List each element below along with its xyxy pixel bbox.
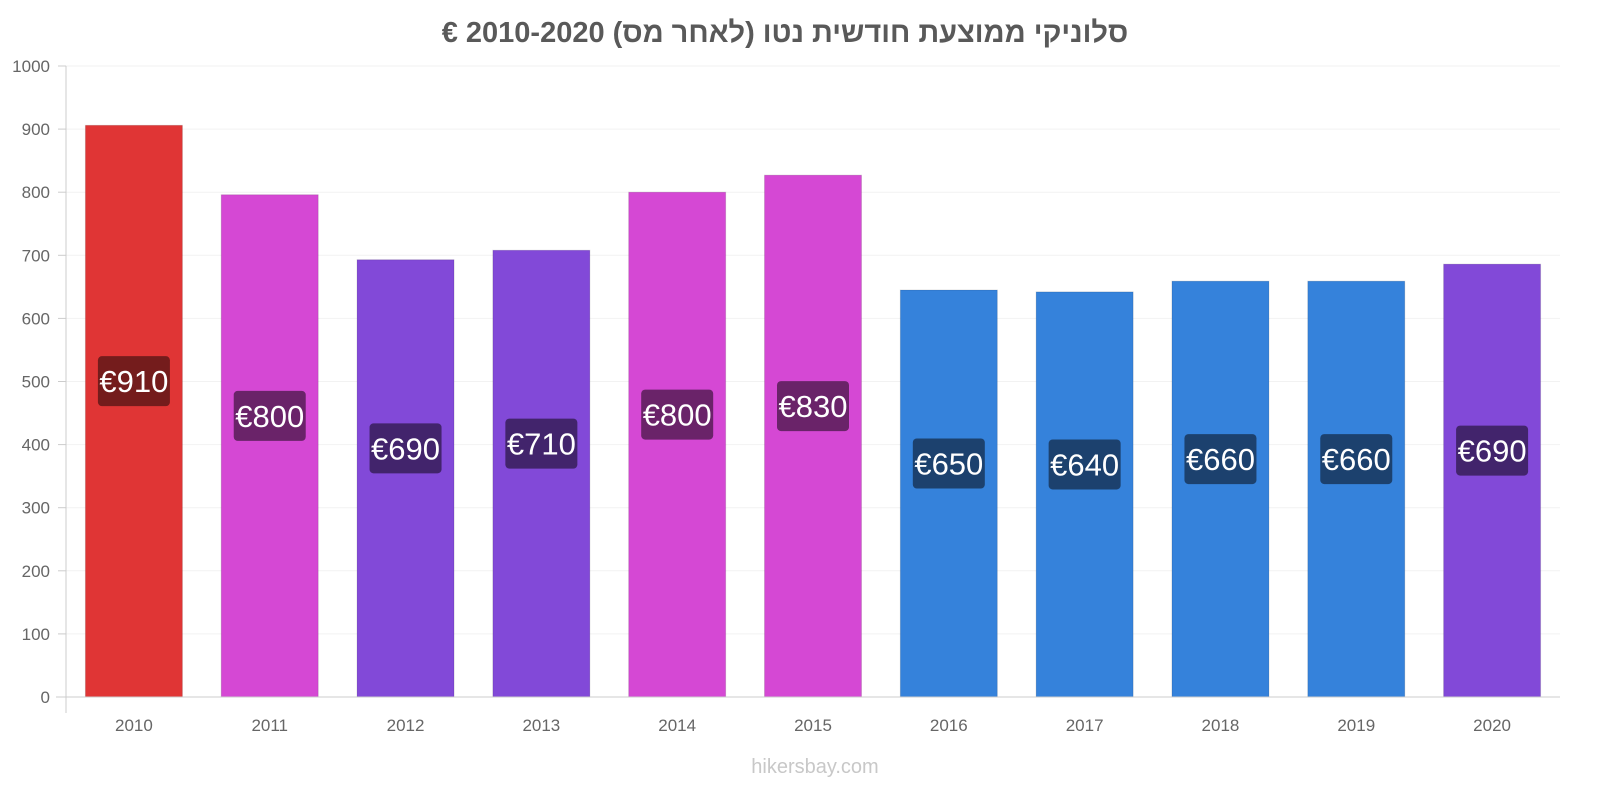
y-tick-label: 800: [22, 183, 50, 202]
data-label-bg: [97, 356, 170, 407]
bar-2013: [492, 249, 591, 698]
bar-2015: [764, 174, 862, 698]
bar-2018: [1171, 280, 1270, 698]
data-label-bg: [641, 389, 714, 440]
data-label: €830: [779, 389, 848, 424]
y-tick-label: 100: [22, 625, 50, 644]
bar-2017: [1035, 291, 1134, 698]
data-label-bg: [505, 418, 578, 469]
y-tick-label: 600: [22, 309, 50, 328]
bar-2012: [356, 259, 455, 698]
y-tick-label: 200: [22, 562, 50, 581]
data-label-bg: [1456, 425, 1529, 476]
y-tick-label: 1000: [12, 57, 50, 76]
data-label-bg: [369, 423, 442, 474]
data-label: €690: [371, 431, 440, 466]
x-tick-label: 2017: [1066, 716, 1104, 735]
y-tick-label: 700: [22, 246, 50, 265]
x-tick-label: 2016: [930, 716, 968, 735]
data-label-bg: [912, 438, 985, 489]
x-tick-label: 2013: [522, 716, 560, 735]
x-tick-label: 2015: [794, 716, 832, 735]
y-tick-label: 300: [22, 499, 50, 518]
data-label-bg: [777, 381, 849, 432]
y-tick-label: 400: [22, 436, 50, 455]
y-tick-label: 0: [41, 688, 50, 707]
bar-2010: [84, 124, 183, 698]
y-tick-label: 500: [22, 373, 50, 392]
x-tick-label: 2018: [1202, 716, 1240, 735]
data-label: €800: [643, 398, 712, 433]
data-label: €800: [235, 399, 304, 434]
data-label: €660: [1186, 442, 1255, 477]
data-label: €910: [99, 364, 168, 399]
bar-2019: [1307, 280, 1406, 698]
y-tick-label: 900: [22, 120, 50, 139]
data-label: €690: [1458, 434, 1527, 469]
x-tick-label: 2019: [1337, 716, 1375, 735]
data-label: €710: [507, 427, 576, 462]
data-label-bg: [1048, 439, 1121, 490]
bar-2011: [220, 194, 319, 698]
x-tick-label: 2014: [658, 716, 696, 735]
x-tick-label: 2020: [1473, 716, 1511, 735]
bar-2020: [1443, 263, 1542, 698]
data-label: €650: [914, 447, 983, 482]
data-label-bg: [1320, 434, 1393, 485]
x-tick-label: 2010: [115, 716, 153, 735]
watermark: hikersbay.com: [751, 756, 878, 778]
data-label: €640: [1050, 447, 1119, 482]
x-tick-label: 2011: [251, 716, 288, 735]
bar-2014: [628, 191, 727, 698]
bar-2016: [899, 289, 998, 698]
data-label: €660: [1322, 442, 1391, 477]
data-label-bg: [1184, 434, 1257, 485]
x-tick-label: 2012: [387, 716, 425, 735]
chart-title: סלוניקי ממוצעת חודשית נטו (לאחר מס) 2010…: [442, 17, 1129, 49]
data-label-bg: [233, 390, 306, 441]
